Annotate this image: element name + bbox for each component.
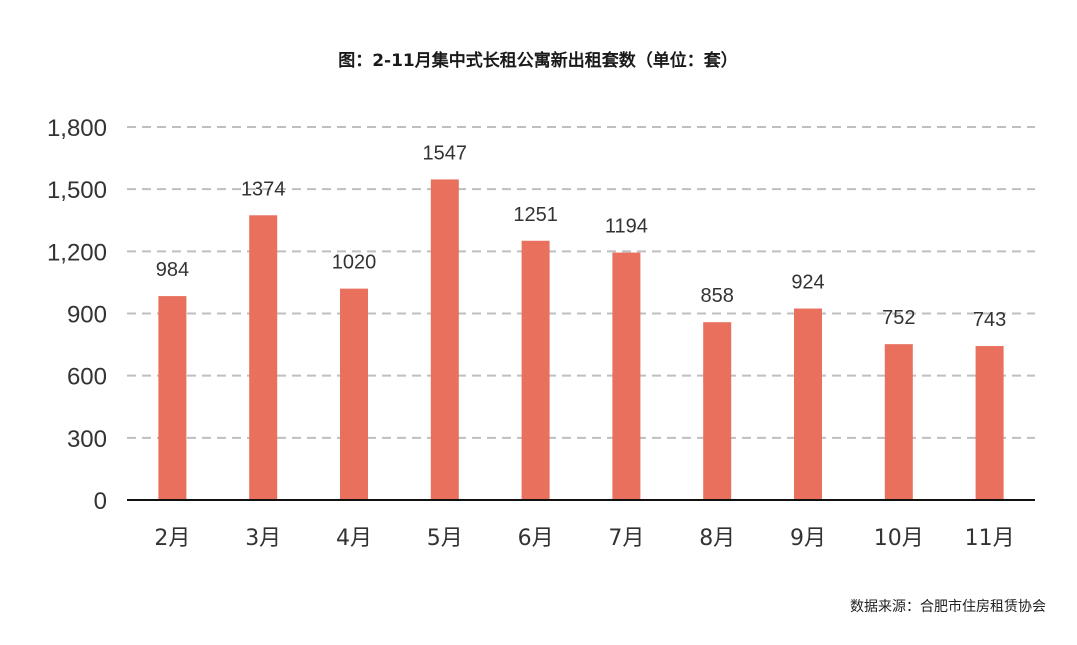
data-label: 743: [973, 309, 1006, 331]
y-tick-label: 300: [67, 426, 107, 453]
bar: [612, 252, 641, 500]
data-label: 1374: [241, 178, 286, 200]
y-tick-label: 900: [67, 302, 107, 329]
source-note: 数据来源：合肥市住房租赁协会: [850, 598, 1046, 615]
bar: [249, 215, 278, 500]
x-tick-label: 7月: [608, 526, 644, 551]
data-label: 1251: [513, 204, 558, 226]
y-tick-label: 0: [94, 488, 107, 515]
data-label: 752: [882, 307, 915, 329]
data-labels: 984 1374 1020 1547 1251 1194 858 924 752 743: [156, 142, 1007, 331]
data-label: 858: [701, 285, 734, 307]
y-axis-ticks: 0 300 600 900 1,200 1,500 1,800: [47, 115, 107, 515]
y-tick-label: 1,500: [47, 177, 107, 204]
data-label: 1194: [605, 216, 648, 238]
x-tick-label: 4月: [336, 526, 372, 551]
x-axis-ticks: 2月 3月 4月 5月 6月 7月 8月 9月 10月 11月: [154, 526, 1014, 551]
x-tick-label: 8月: [699, 526, 735, 551]
bar: [340, 288, 368, 500]
y-tick-label: 1,800: [47, 115, 107, 142]
y-tick-label: 1,200: [47, 239, 107, 266]
x-tick-label: 10月: [874, 526, 924, 551]
bars: [158, 179, 1004, 500]
x-tick-label: 3月: [245, 526, 281, 551]
x-tick-label: 9月: [790, 526, 826, 551]
data-label: 984: [156, 259, 189, 281]
x-tick-label: 6月: [518, 526, 554, 551]
bar: [158, 296, 187, 500]
x-tick-label: 11月: [965, 526, 1015, 551]
bar: [975, 346, 1004, 500]
bar: [521, 240, 550, 500]
gridlines: [127, 126, 1035, 439]
x-tick-label: 5月: [427, 526, 463, 551]
x-tick-label: 2月: [154, 526, 190, 551]
bar: [430, 179, 459, 500]
chart-title: 图：2-11月集中式长租公寓新出租套数（单位：套）: [338, 50, 738, 71]
bar: [794, 308, 822, 500]
y-tick-label: 600: [67, 364, 107, 391]
bar: [703, 322, 732, 500]
data-label: 924: [791, 272, 824, 294]
data-label: 1547: [423, 142, 468, 164]
bar: [884, 344, 913, 500]
data-label: 1020: [332, 252, 377, 274]
